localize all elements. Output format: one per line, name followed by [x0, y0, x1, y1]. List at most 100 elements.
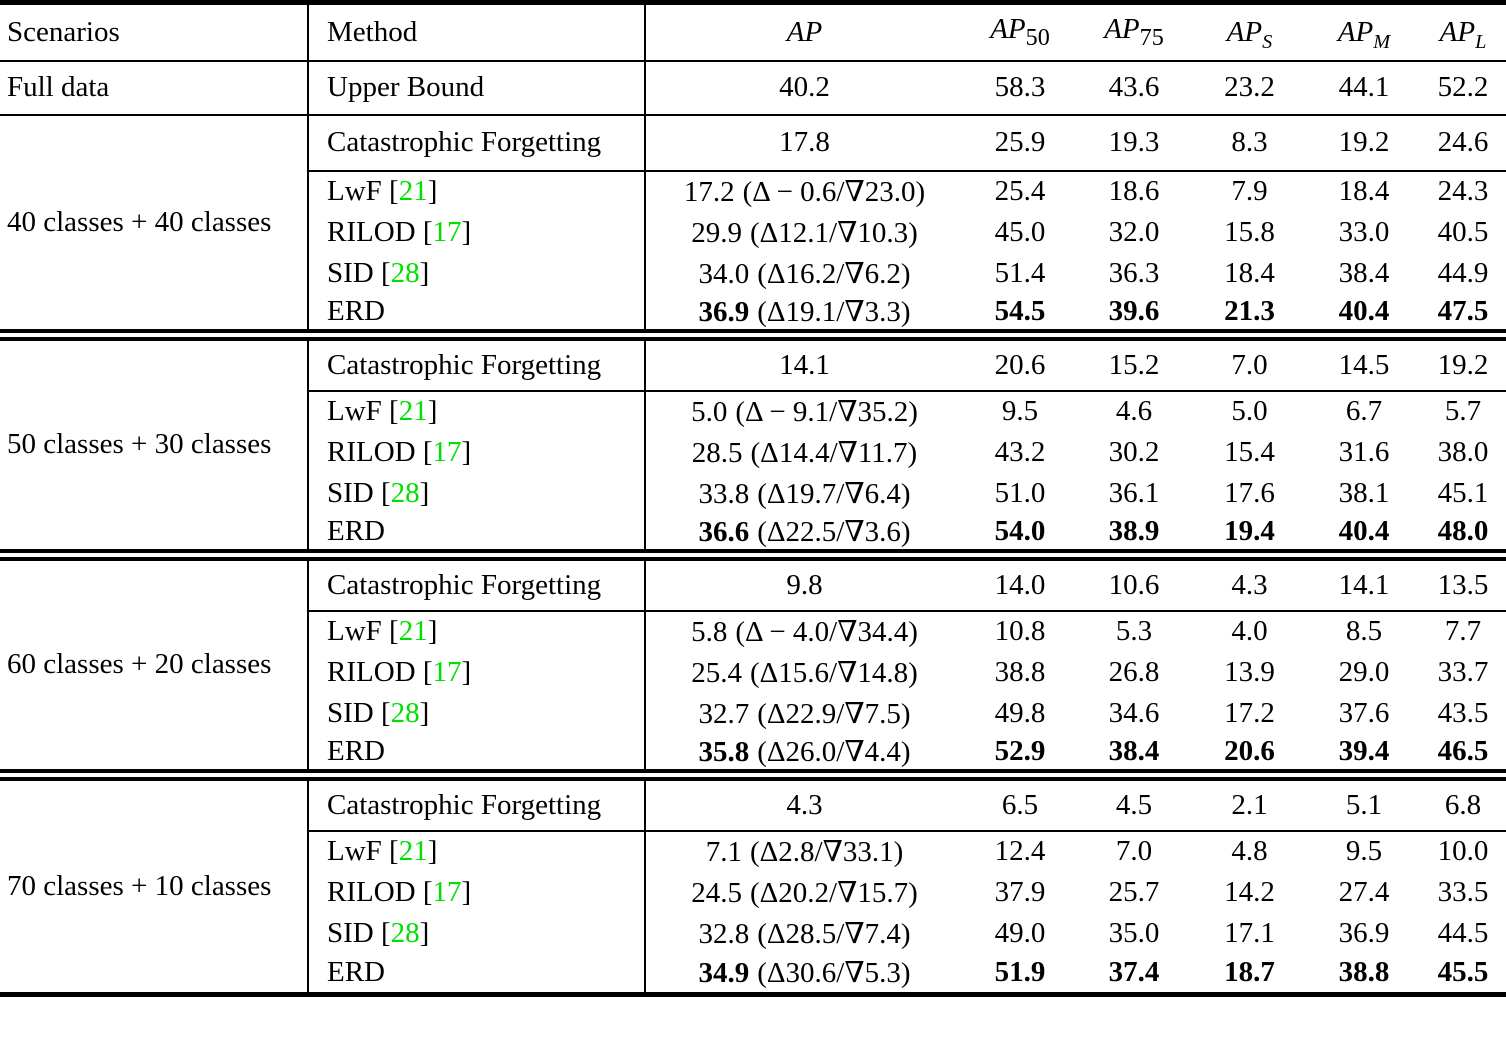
results-table: Scenarios Method AP AP50 AP75 APS APM AP… [0, 0, 1506, 997]
table-row: RILOD [17] 24.5 (Δ20.2/∇15.7) 37.9 25.7 1… [0, 871, 1506, 913]
metric-cell: 13.9 [1224, 655, 1275, 688]
metric-cell: 6.8 [1420, 774, 1506, 832]
method-cell: LwF [21] [307, 390, 645, 432]
metric-cell: 37.6 [1338, 696, 1390, 729]
metric-cell: 37.9 [994, 875, 1046, 908]
ap-cell: 4.3 [644, 774, 963, 832]
metric-cell: 52.9 [994, 734, 1046, 767]
metric-cell: 17.1 [1224, 916, 1275, 949]
method-name: RILOD [327, 215, 416, 248]
table-row: Full data Upper Bound 40.2 58.3 43.6 23.… [0, 60, 1506, 115]
metric-cell: 54.5 [994, 294, 1046, 327]
table-row: RILOD [17] 28.5 (Δ14.4/∇11.7) 43.2 30.2 1… [0, 431, 1506, 473]
metric-cell: 38.4 [1108, 734, 1160, 767]
ap-value: 5.0 [691, 396, 728, 428]
method-name: SID [327, 916, 374, 949]
table-row: ERD 36.9 (Δ19.1/∇3.3) 54.5 39.6 21.3 40.4… [0, 293, 1506, 335]
citation-link[interactable]: [28] [380, 256, 430, 289]
citation-link[interactable]: [21] [389, 395, 438, 427]
metric-cell: 58.3 [994, 71, 1046, 103]
method-cell: Catastrophic Forgetting [307, 114, 645, 172]
citation-link[interactable]: [17] [422, 435, 472, 468]
metric-cell: 5.7 [1444, 395, 1482, 427]
citation-link[interactable]: [17] [422, 215, 472, 248]
ap-value: 9.8 [786, 568, 823, 601]
ap-cell: 32.8 (Δ28.5/∇7.4) [644, 912, 963, 954]
metric-cell: 35.0 [1108, 916, 1160, 949]
metric-cell: 29.0 [1338, 655, 1390, 688]
metric-cell: 10.6 [1077, 554, 1191, 612]
table-row: SID [28] 34.0 (Δ16.2/∇6.2) 51.4 36.3 18.4… [0, 252, 1506, 294]
metric-cell: 14.0 [963, 554, 1077, 612]
scenario-label: Full data [7, 71, 110, 103]
method-cell: LwF [21] [307, 170, 645, 212]
citation-link[interactable]: [21] [389, 615, 438, 647]
metric-cell: 14.2 [1224, 875, 1275, 908]
metric-cell: 23.2 [1224, 71, 1275, 103]
metric-cell: 18.7 [1224, 956, 1275, 989]
citation-link[interactable]: [28] [380, 696, 430, 729]
metric-cell: 36.9 [1338, 916, 1390, 949]
metric-cell: 44.1 [1338, 71, 1390, 103]
citation-link[interactable]: [28] [380, 916, 430, 949]
citation-link[interactable]: [17] [422, 875, 472, 908]
ap-cell: 9.8 [644, 554, 963, 612]
ap-delta-note: (Δ − 9.1/∇35.2) [735, 396, 918, 428]
ap-cell: 7.1 (Δ2.8/∇33.1) [644, 830, 963, 872]
column-header-method: Method [307, 2, 645, 61]
citation-link[interactable]: [21] [389, 835, 438, 867]
method-name: LwF [327, 395, 382, 427]
ap-cell: 24.5 (Δ20.2/∇15.7) [644, 871, 963, 913]
method-cell: RILOD [17] [307, 651, 645, 693]
metric-cell: 48.0 [1437, 514, 1489, 547]
ap-cell: 36.6 (Δ22.5/∇3.6) [644, 513, 963, 555]
method-cell: Catastrophic Forgetting [307, 774, 645, 832]
citation-link[interactable]: [17] [422, 655, 472, 688]
ap-delta-note: (Δ2.8/∇33.1) [749, 836, 904, 868]
metric-cell: 14.1 [1308, 554, 1420, 612]
method-name: LwF [327, 175, 382, 207]
ap-value: 25.4 [691, 656, 742, 689]
method-name: ERD [327, 514, 385, 547]
metric-cell: 44.9 [1437, 256, 1489, 289]
metric-cell: 37.4 [1108, 956, 1160, 989]
ap-cell: 5.0 (Δ − 9.1/∇35.2) [644, 390, 963, 432]
ap-cell: 14.1 [644, 334, 963, 392]
ap-cell: 40.2 [644, 60, 963, 115]
ap-cell: 28.5 (Δ14.4/∇11.7) [644, 431, 963, 473]
metric-cell: 43.5 [1437, 696, 1489, 729]
metric-cell: 38.4 [1338, 256, 1390, 289]
citation-link[interactable]: [28] [380, 476, 430, 509]
ap-cell: 35.8 (Δ26.0/∇4.4) [644, 733, 963, 775]
table-row: LwF [21] 5.8 (Δ − 4.0/∇34.4) 10.8 5.3 4.0… [0, 610, 1506, 652]
ap-value: 17.2 [683, 176, 735, 208]
method-name: RILOD [327, 875, 416, 908]
ap-cell: 17.2 (Δ − 0.6/∇23.0) [644, 170, 963, 212]
ap-delta-note: (Δ26.0/∇4.4) [757, 735, 911, 768]
metric-cell: 20.6 [963, 334, 1077, 392]
ap-value: 34.9 [698, 957, 750, 990]
ap-delta-note: (Δ22.5/∇3.6) [757, 515, 911, 548]
method-name: ERD [327, 956, 385, 989]
table-row: SID [28] 32.8 (Δ28.5/∇7.4) 49.0 35.0 17.1… [0, 912, 1506, 954]
metric-cell: 32.0 [1108, 215, 1160, 248]
ap-cell: 34.0 (Δ16.2/∇6.2) [644, 252, 963, 294]
metric-cell: 15.4 [1224, 435, 1275, 468]
metric-cell: 20.6 [1224, 734, 1275, 767]
method-cell: RILOD [17] [307, 871, 645, 913]
metric-cell: 44.5 [1437, 916, 1489, 949]
scenario-block-70-10: 70 classes + 10 classes Catastrophic For… [0, 774, 1506, 995]
method-cell: SID [28] [307, 692, 645, 734]
metric-cell: 45.1 [1437, 476, 1489, 509]
scenario-block-60-20: 60 classes + 20 classes Catastrophic For… [0, 554, 1506, 775]
metric-cell: 49.8 [994, 696, 1046, 729]
citation-link[interactable]: [21] [389, 175, 438, 207]
ap-delta-note: (Δ14.4/∇11.7) [750, 436, 918, 469]
ap-delta-note: (Δ28.5/∇7.4) [757, 917, 911, 950]
table-row: 70 classes + 10 classes Catastrophic For… [0, 774, 1506, 902]
ap-delta-note: (Δ20.2/∇15.7) [749, 876, 918, 909]
method-cell: Upper Bound [307, 60, 645, 115]
ap-value: 17.8 [779, 126, 830, 158]
method-cell: ERD [307, 513, 645, 555]
full-data-section: Full data Upper Bound 40.2 58.3 43.6 23.… [0, 60, 1506, 115]
